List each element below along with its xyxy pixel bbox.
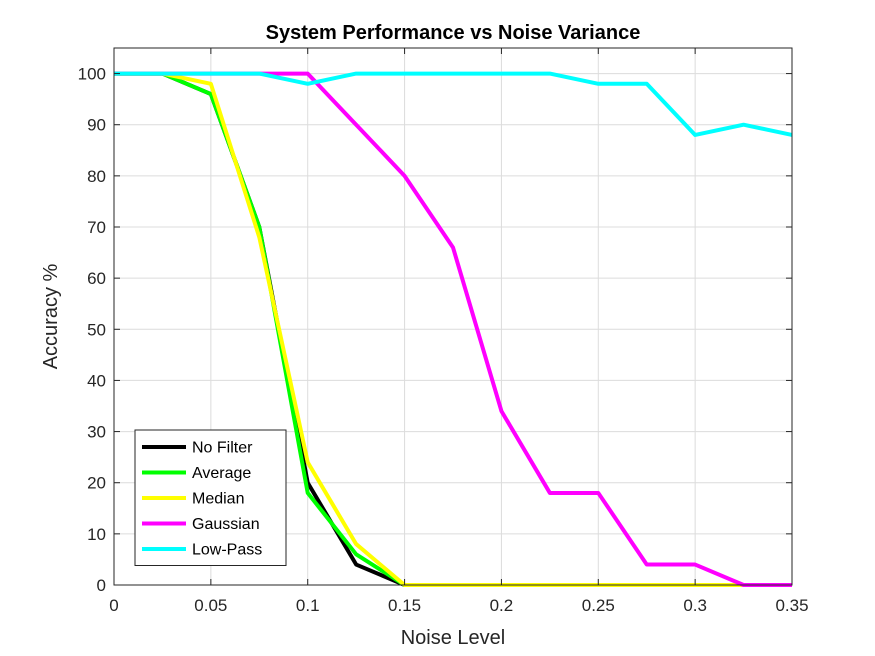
legend-label-no-filter: No Filter [192, 440, 253, 457]
series-line-low-pass [114, 71, 793, 137]
plot-frame [113, 47, 793, 586]
x-tick-label: 0 [109, 596, 118, 615]
y-tick-label: 0 [97, 576, 106, 595]
legend-label-gaussian: Gaussian [192, 516, 260, 533]
y-tick-label: 60 [87, 269, 106, 288]
x-tick-label: 0.3 [683, 596, 707, 615]
x-axis-label: Noise Level [401, 627, 506, 649]
x-tick-label: 0.35 [775, 596, 808, 615]
x-tick-label: 0.1 [296, 596, 320, 615]
y-tick-label: 40 [87, 371, 106, 390]
y-tick-label: 30 [87, 423, 106, 442]
legend-label-average: Average [192, 465, 251, 482]
legend: No Filter Average Median Gaussian Low-Pass [134, 429, 287, 566]
chart-title: System Performance vs Noise Variance [266, 22, 641, 44]
y-tick-label: 90 [87, 116, 106, 135]
y-tick-label: 80 [87, 167, 106, 186]
y-tick-label: 50 [87, 320, 106, 339]
y-tick-label: 20 [87, 474, 106, 493]
y-tick-label: 70 [87, 218, 106, 237]
y-tick-label: 10 [87, 525, 106, 544]
x-tick-label: 0.2 [490, 596, 514, 615]
grid [114, 48, 792, 585]
legend-label-median: Median [192, 491, 244, 508]
y-axis-label: Accuracy % [40, 263, 62, 369]
legend-label-low-pass: Low-Pass [192, 542, 262, 559]
x-tick-label: 0.05 [194, 596, 227, 615]
x-tick-label: 0.25 [582, 596, 615, 615]
axis-ticks: 0 0.05 0.1 0.15 0.2 0.25 0.3 0.35 0 10 20 30 40 50 60 7… [78, 48, 809, 615]
y-tick-label: 100 [78, 65, 106, 84]
x-tick-label: 0.15 [388, 596, 421, 615]
